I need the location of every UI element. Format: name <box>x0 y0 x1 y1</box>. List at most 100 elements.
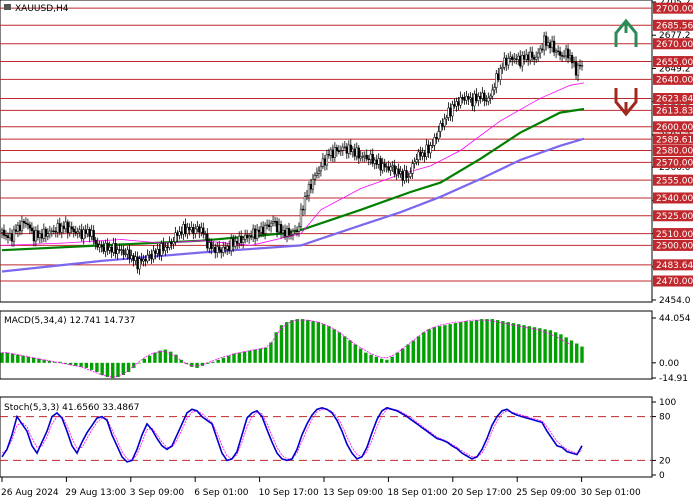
level-label: 2510.00 <box>656 230 693 240</box>
candle-body <box>473 93 476 107</box>
candle-body <box>568 55 572 59</box>
candle-body <box>188 227 191 231</box>
candle-body <box>86 228 89 234</box>
candle-body <box>30 227 34 231</box>
macd-bar <box>285 322 289 363</box>
candle-body <box>172 241 175 245</box>
level-label-bg <box>653 93 693 105</box>
candle-body <box>353 148 356 157</box>
candle-body <box>257 229 261 233</box>
macd-bar <box>569 340 574 363</box>
candle-body <box>461 97 464 99</box>
price-panel-title: XAUUSD,H4 <box>15 4 69 14</box>
candle-body <box>570 55 574 64</box>
candle-body <box>26 223 30 226</box>
macd-bar <box>258 348 263 363</box>
candle-body <box>513 58 516 61</box>
level-label-bg <box>653 210 693 222</box>
candle-body <box>556 50 560 52</box>
candle-body <box>519 55 522 67</box>
macd-bar <box>16 354 20 363</box>
macd-bar <box>290 320 294 363</box>
candle-body <box>515 58 518 60</box>
candle-body <box>96 243 99 248</box>
candle-body <box>32 230 36 242</box>
macd-bar <box>517 324 521 363</box>
candle-body <box>580 65 584 67</box>
candle-body <box>542 35 546 51</box>
macd-bar <box>580 346 584 363</box>
candle-body <box>429 145 432 154</box>
candle-body <box>325 154 329 166</box>
candle-body <box>184 224 187 235</box>
candle-body <box>387 166 390 171</box>
candle-body <box>251 228 255 238</box>
candle-body <box>305 195 309 197</box>
macd-bar <box>105 362 110 378</box>
candle-body <box>82 229 85 239</box>
candle-body <box>4 235 8 237</box>
macd-bar <box>84 362 89 368</box>
macd-bar <box>459 322 463 363</box>
candle-body <box>42 228 46 239</box>
candle-body <box>208 242 211 249</box>
candle-body <box>572 61 576 64</box>
stoch-tick-label: 80 <box>659 413 671 423</box>
macd-bar <box>153 352 157 363</box>
macd-bar <box>121 362 125 376</box>
macd-bar <box>221 357 226 363</box>
macd-bar <box>406 344 410 363</box>
candle-body <box>6 235 10 239</box>
candle-body <box>210 242 213 249</box>
macd-bar <box>306 320 310 363</box>
macd-bar <box>343 336 347 363</box>
candle-body <box>401 171 404 181</box>
macd-bar <box>453 323 458 363</box>
candle-body <box>52 230 55 232</box>
candle-body <box>375 159 378 165</box>
stoch-levels <box>0 416 652 461</box>
candle-body <box>150 254 153 260</box>
candle-body <box>28 224 32 229</box>
candle-body <box>128 249 131 260</box>
level-label: 2623.84 <box>656 95 693 105</box>
candle-body <box>489 95 492 99</box>
candle-body <box>475 93 478 102</box>
level-label: 2700.00 <box>656 4 693 14</box>
candle-body <box>361 156 364 158</box>
macd-bar <box>10 353 15 363</box>
candle-body <box>341 146 344 151</box>
candle-body <box>242 239 245 243</box>
candle-body <box>261 226 265 234</box>
macd-panel-title: MACD(5,34,4) 12.741 14.737 <box>4 316 135 326</box>
candle-body <box>417 151 420 160</box>
macd-bar <box>269 342 273 363</box>
candle-body <box>152 250 155 260</box>
level-label-bg <box>653 156 693 168</box>
candle-body <box>544 35 548 46</box>
candle-body <box>124 253 127 256</box>
candle-body <box>323 158 327 166</box>
candle-body <box>564 48 568 57</box>
macd-tick-label: 44.054 <box>659 314 691 324</box>
level-label: 2500.00 <box>656 242 693 252</box>
level-label: 2525.00 <box>656 212 693 222</box>
macd-bar <box>332 329 336 363</box>
candle-body <box>24 222 28 225</box>
candle-body <box>509 56 512 59</box>
candle-body <box>576 64 580 76</box>
macd-bar <box>195 362 199 368</box>
candle-body <box>319 166 323 172</box>
macd-bar <box>443 325 447 363</box>
candle-body <box>72 228 75 232</box>
candle-body <box>463 97 466 101</box>
candle-body <box>381 163 384 171</box>
candle-body <box>64 221 67 230</box>
macd-bar <box>242 351 247 363</box>
candle-body <box>409 173 412 177</box>
stoch-panel-title: Stoch(5,3,3) 41.6560 33.4867 <box>4 403 139 413</box>
level-label: 2670.00 <box>656 40 693 50</box>
macd-bar <box>422 332 426 363</box>
macd-bar <box>263 347 268 363</box>
